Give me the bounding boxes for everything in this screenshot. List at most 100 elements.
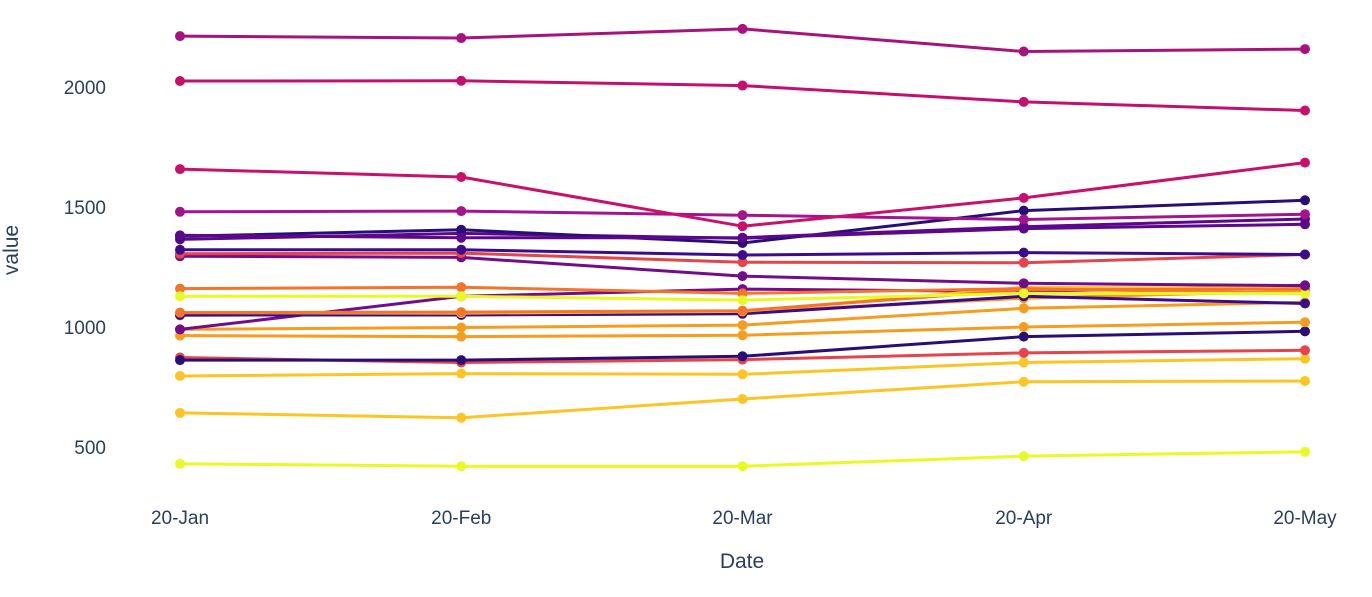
data-point bbox=[456, 282, 467, 293]
x-tick-label: 20-Apr bbox=[995, 508, 1053, 529]
data-point bbox=[1018, 451, 1029, 462]
data-point bbox=[1300, 353, 1310, 364]
data-point bbox=[1300, 44, 1310, 55]
data-point bbox=[1018, 221, 1029, 232]
data-point bbox=[175, 407, 185, 418]
data-point bbox=[1300, 376, 1310, 386]
series-s05 bbox=[175, 326, 1310, 366]
data-point bbox=[1018, 357, 1029, 368]
data-point bbox=[456, 307, 467, 318]
x-tick-label: 20-Jan bbox=[151, 508, 209, 529]
data-point bbox=[1300, 280, 1310, 291]
data-point bbox=[175, 458, 185, 469]
data-point bbox=[456, 224, 467, 235]
data-point bbox=[737, 23, 748, 34]
data-point bbox=[1018, 257, 1029, 268]
data-point bbox=[737, 221, 748, 232]
data-point bbox=[456, 461, 467, 472]
series-s24 bbox=[175, 23, 1310, 57]
data-point bbox=[1300, 298, 1310, 309]
data-point bbox=[456, 331, 467, 342]
series-s02 bbox=[175, 376, 1310, 423]
series-layer bbox=[175, 23, 1310, 472]
data-point bbox=[737, 351, 748, 362]
data-point bbox=[1018, 331, 1029, 342]
data-point bbox=[456, 244, 467, 255]
series-s01 bbox=[175, 446, 1310, 472]
y-axis-title: value bbox=[0, 225, 23, 275]
data-point bbox=[175, 206, 185, 217]
data-point bbox=[175, 31, 185, 42]
data-point bbox=[1300, 195, 1310, 206]
y-axis-ticks: 500 1000 1500 2000 bbox=[64, 78, 106, 459]
data-point bbox=[1300, 446, 1310, 457]
data-point bbox=[1018, 247, 1029, 258]
data-point bbox=[175, 355, 185, 366]
x-tick-label: 20-Mar bbox=[712, 508, 773, 529]
data-point bbox=[456, 412, 467, 423]
x-axis-title: Date bbox=[720, 550, 764, 573]
data-point bbox=[456, 75, 467, 86]
data-point bbox=[1300, 345, 1310, 356]
data-point bbox=[737, 305, 748, 316]
data-point bbox=[175, 307, 185, 318]
series-s17 bbox=[175, 244, 1310, 260]
x-tick-label: 20-May bbox=[1273, 508, 1337, 529]
data-point bbox=[1300, 249, 1310, 260]
data-point bbox=[175, 244, 185, 255]
data-point bbox=[175, 283, 185, 294]
series-s23 bbox=[175, 75, 1310, 116]
data-point bbox=[1018, 288, 1029, 299]
data-point bbox=[1300, 317, 1310, 328]
data-point bbox=[175, 164, 185, 175]
data-point bbox=[1018, 322, 1029, 332]
data-point bbox=[456, 33, 467, 44]
x-tick-label: 20-Feb bbox=[431, 508, 491, 529]
data-point bbox=[456, 322, 467, 333]
data-point bbox=[456, 172, 467, 182]
data-point bbox=[1018, 303, 1029, 314]
data-point bbox=[456, 291, 467, 302]
data-point bbox=[175, 230, 185, 241]
data-point bbox=[737, 295, 748, 306]
data-point bbox=[1300, 288, 1310, 299]
series-s14 bbox=[175, 288, 1310, 306]
data-point bbox=[737, 320, 748, 331]
data-point bbox=[1300, 209, 1310, 220]
data-point bbox=[175, 76, 185, 86]
data-point bbox=[175, 324, 185, 335]
data-point bbox=[737, 271, 748, 282]
y-tick-label: 2000 bbox=[64, 78, 106, 99]
y-tick-label: 500 bbox=[74, 438, 106, 459]
data-point bbox=[737, 461, 748, 472]
data-point bbox=[456, 232, 467, 243]
series-s22 bbox=[175, 157, 1310, 232]
data-point bbox=[737, 250, 748, 260]
data-point bbox=[1018, 46, 1029, 57]
series-s21 bbox=[175, 206, 1310, 225]
data-point bbox=[737, 232, 748, 243]
data-point bbox=[1300, 326, 1310, 337]
data-point bbox=[1018, 347, 1029, 358]
y-tick-label: 1500 bbox=[64, 198, 106, 219]
series-s15 bbox=[175, 251, 1310, 291]
data-point bbox=[737, 257, 748, 268]
x-axis-ticks: 20-Jan 20-Feb 20-Mar 20-Apr 20-May bbox=[151, 508, 1337, 529]
data-point bbox=[175, 370, 185, 381]
data-point bbox=[1018, 214, 1029, 225]
data-point bbox=[737, 394, 748, 404]
data-point bbox=[1300, 157, 1310, 168]
data-point bbox=[737, 369, 748, 380]
data-point bbox=[1300, 105, 1310, 116]
data-point bbox=[456, 355, 467, 366]
series-s20 bbox=[175, 214, 1310, 243]
data-point bbox=[1018, 278, 1029, 289]
data-point bbox=[1018, 205, 1029, 216]
y-tick-label: 1000 bbox=[64, 318, 106, 339]
data-point bbox=[175, 291, 185, 302]
data-point bbox=[737, 80, 748, 91]
data-point bbox=[1018, 376, 1029, 387]
data-point bbox=[1018, 192, 1029, 203]
data-point bbox=[737, 210, 748, 221]
